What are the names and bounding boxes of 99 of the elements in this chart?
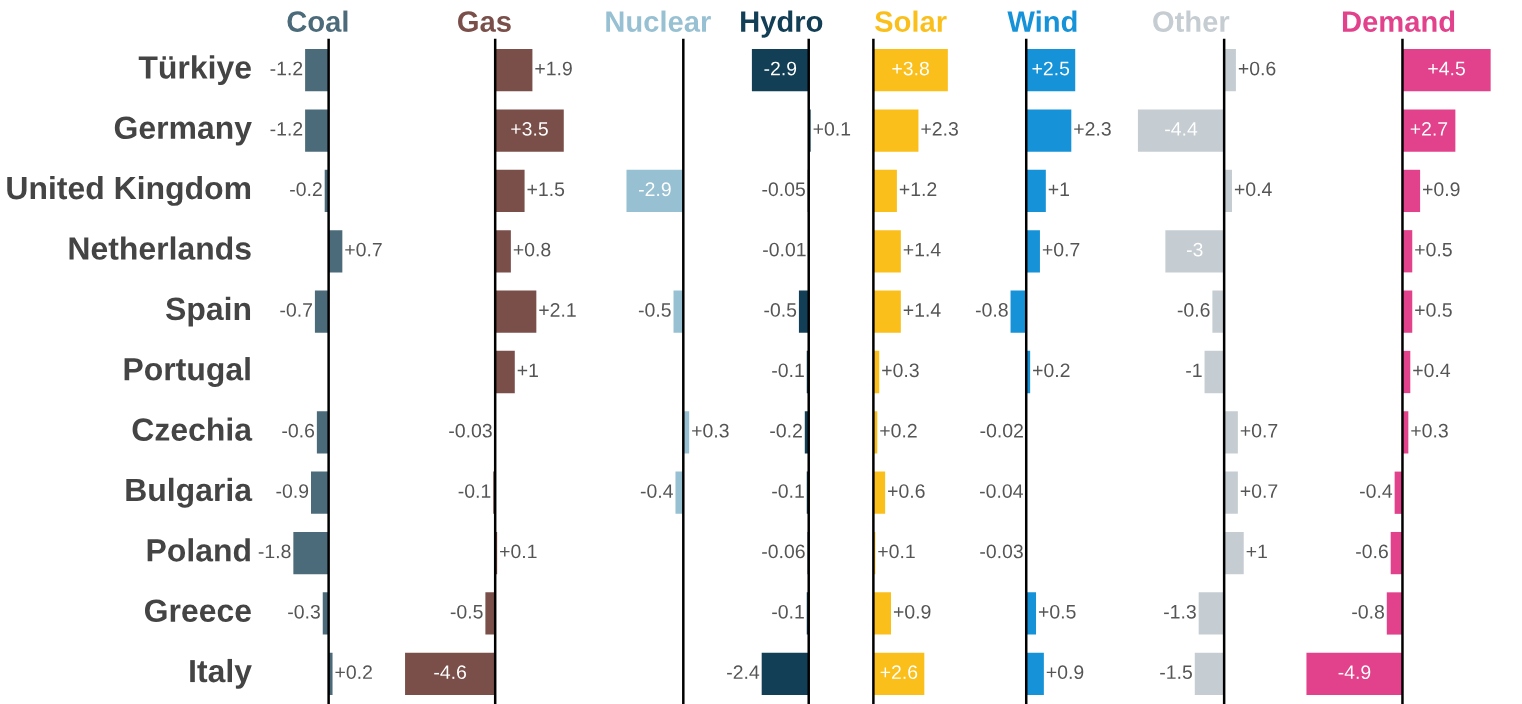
data-label: +1 xyxy=(1048,182,1070,196)
data-label: -0.1 xyxy=(772,363,804,378)
data-label: +2.7 xyxy=(1410,122,1448,136)
data-label: +0.3 xyxy=(1411,423,1448,438)
data-label: +1.4 xyxy=(903,303,941,317)
data-label: +3.5 xyxy=(511,122,548,136)
data-label: +3.8 xyxy=(892,61,929,76)
data-label: -0.8 xyxy=(975,303,1008,317)
chart-title: Solar xyxy=(874,10,947,32)
data-label: -0.03 xyxy=(449,423,492,438)
data-label: +0.3 xyxy=(882,363,919,378)
y-tick-label: Poland xyxy=(147,538,250,562)
data-label: +4.5 xyxy=(1428,61,1465,76)
data-label: +1 xyxy=(1246,544,1267,559)
chart-title: Gas xyxy=(458,11,511,32)
data-label: -0.05 xyxy=(762,182,805,197)
data-label: -0.8 xyxy=(1352,604,1384,619)
data-label: +0.7 xyxy=(345,242,382,257)
data-label: -4.9 xyxy=(1338,665,1371,680)
data-label: +0.1 xyxy=(878,544,915,559)
data-label: -0.03 xyxy=(980,544,1023,559)
data-label: +1 xyxy=(517,363,538,378)
data-label: -0.1 xyxy=(772,604,804,619)
data-label: +0.5 xyxy=(1038,604,1076,619)
data-label: -0.5 xyxy=(638,303,671,317)
chart-title: Nuclear xyxy=(606,10,711,32)
data-label: -4.4 xyxy=(1165,122,1198,136)
data-label: +0.7 xyxy=(1240,484,1278,498)
data-label: -0.04 xyxy=(980,484,1023,498)
data-label: +0.5 xyxy=(1415,242,1452,257)
y-tick-label: Portugal xyxy=(124,357,250,387)
data-label: +0.2 xyxy=(335,665,372,680)
data-label: -2.9 xyxy=(639,182,671,197)
data-label: -0.3 xyxy=(288,604,320,619)
data-label: -0.1 xyxy=(458,484,491,498)
data-label: +0.9 xyxy=(893,604,931,619)
y-tick-label: United Kingdom xyxy=(7,175,251,206)
data-label: -0.4 xyxy=(1360,484,1393,498)
data-label: -0.6 xyxy=(282,423,315,438)
y-tick-label: Czechia xyxy=(132,417,253,441)
data-label: +2.1 xyxy=(539,303,576,317)
data-label: +2.3 xyxy=(921,122,958,136)
chart-title: Coal xyxy=(287,10,348,32)
data-label: -2.4 xyxy=(727,665,760,679)
data-label: +0.9 xyxy=(1046,665,1084,680)
data-label: +2.5 xyxy=(1032,61,1070,76)
data-label: +0.4 xyxy=(1234,182,1272,197)
data-label: -0.06 xyxy=(762,544,805,559)
data-label: +0.4 xyxy=(1413,363,1451,378)
data-label: -0.5 xyxy=(450,604,483,619)
data-label: +1.2 xyxy=(899,182,937,196)
data-label: +0.6 xyxy=(888,484,925,498)
data-label: -0.02 xyxy=(980,423,1023,438)
data-label: +0.8 xyxy=(513,242,551,257)
data-label: -3 xyxy=(1186,242,1203,257)
data-label: +1.5 xyxy=(527,182,565,197)
data-label: +1.4 xyxy=(903,242,941,257)
data-label: +0.7 xyxy=(1042,242,1080,257)
data-label: +2.3 xyxy=(1074,122,1111,136)
data-label: +0.9 xyxy=(1423,182,1460,197)
chart-title: Wind xyxy=(1007,10,1077,32)
data-label: -4.6 xyxy=(434,665,467,680)
data-label: +1.9 xyxy=(535,61,572,76)
data-label: +0.2 xyxy=(1033,363,1070,378)
data-label: +0.3 xyxy=(692,423,729,438)
data-label: -0.01 xyxy=(763,242,806,257)
data-label: +2.6 xyxy=(880,665,918,680)
y-tick-label: Greece xyxy=(144,599,251,623)
chart-title: Other xyxy=(1153,10,1230,32)
data-label: -2.9 xyxy=(764,61,797,76)
data-label: -0.5 xyxy=(764,303,797,317)
y-tick-label: Spain xyxy=(165,296,251,327)
data-label: -1.2 xyxy=(270,61,303,76)
data-label: +0.6 xyxy=(1238,61,1276,76)
chart-title: Hydro xyxy=(741,10,823,38)
data-label: -0.6 xyxy=(1177,303,1210,317)
data-label: -0.9 xyxy=(276,484,309,498)
data-label: -1.2 xyxy=(270,122,303,136)
data-label: -0.7 xyxy=(280,303,312,317)
y-tick-label: Netherlands xyxy=(69,236,251,260)
data-label: -0.2 xyxy=(290,182,322,197)
data-label: +0.5 xyxy=(1415,303,1452,317)
data-label: +0.1 xyxy=(813,122,851,136)
data-label: -0.4 xyxy=(640,484,673,498)
y-tick-label: Türkiye xyxy=(138,55,251,86)
data-label: -0.6 xyxy=(1356,544,1388,559)
data-label: -1.3 xyxy=(1164,604,1196,619)
y-tick-label: Bulgaria xyxy=(126,477,253,508)
data-label: -0.2 xyxy=(770,423,802,438)
data-label: +0.7 xyxy=(1240,423,1278,438)
data-label: +0.2 xyxy=(880,423,917,438)
chart-title: Demand xyxy=(1342,10,1455,32)
data-label: -1.5 xyxy=(1160,665,1192,680)
data-label: -0.1 xyxy=(772,484,804,498)
data-label: +0.1 xyxy=(500,544,537,559)
data-label: -1.8 xyxy=(258,544,291,559)
data-label: -1 xyxy=(1186,363,1202,378)
y-tick-label: Italy xyxy=(190,658,252,689)
y-tick-label: Germany xyxy=(114,116,252,146)
